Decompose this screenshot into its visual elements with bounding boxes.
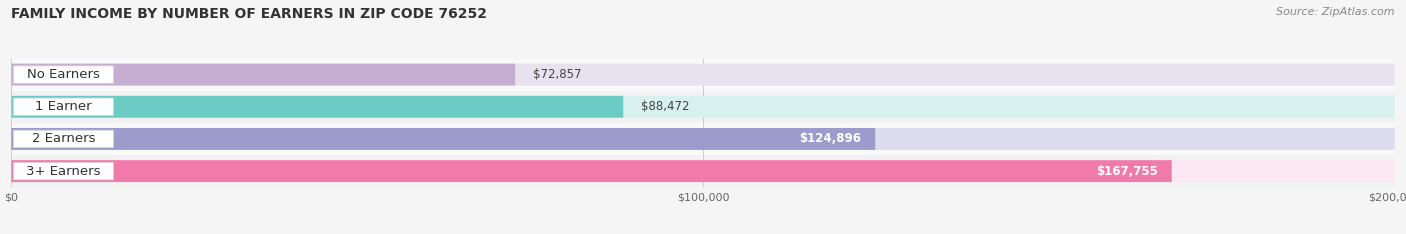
Text: $72,857: $72,857	[533, 68, 581, 81]
Bar	[11, 155, 1395, 187]
FancyBboxPatch shape	[13, 66, 114, 83]
FancyBboxPatch shape	[11, 160, 1395, 182]
FancyBboxPatch shape	[13, 98, 114, 116]
Text: 1 Earner: 1 Earner	[35, 100, 91, 113]
FancyBboxPatch shape	[11, 96, 623, 118]
Bar	[11, 91, 1395, 123]
FancyBboxPatch shape	[13, 162, 114, 180]
Text: 3+ Earners: 3+ Earners	[27, 165, 101, 178]
FancyBboxPatch shape	[11, 128, 1395, 150]
Text: No Earners: No Earners	[27, 68, 100, 81]
Text: Source: ZipAtlas.com: Source: ZipAtlas.com	[1277, 7, 1395, 17]
Text: $88,472: $88,472	[641, 100, 689, 113]
FancyBboxPatch shape	[13, 130, 114, 148]
Bar	[11, 58, 1395, 91]
FancyBboxPatch shape	[11, 64, 515, 85]
FancyBboxPatch shape	[11, 160, 1171, 182]
Text: $124,896: $124,896	[800, 132, 862, 146]
FancyBboxPatch shape	[11, 128, 875, 150]
FancyBboxPatch shape	[11, 64, 1395, 85]
Text: 2 Earners: 2 Earners	[32, 132, 96, 146]
Bar	[11, 123, 1395, 155]
Text: FAMILY INCOME BY NUMBER OF EARNERS IN ZIP CODE 76252: FAMILY INCOME BY NUMBER OF EARNERS IN ZI…	[11, 7, 488, 21]
Text: $167,755: $167,755	[1097, 165, 1159, 178]
FancyBboxPatch shape	[11, 96, 1395, 118]
